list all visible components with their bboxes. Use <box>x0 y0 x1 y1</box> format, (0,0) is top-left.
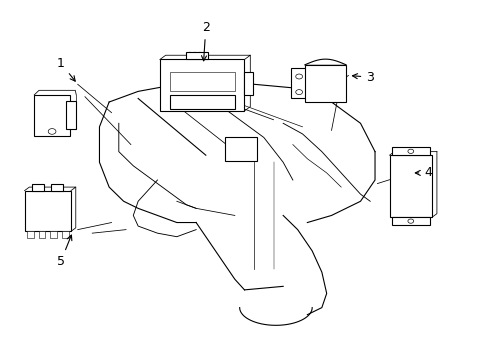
Text: 4: 4 <box>414 166 431 179</box>
Bar <box>34 95 70 136</box>
Bar <box>27 231 34 238</box>
Bar <box>50 231 57 238</box>
Text: 1: 1 <box>57 57 75 81</box>
Bar <box>61 231 68 238</box>
Bar <box>391 217 429 225</box>
Text: 5: 5 <box>57 235 72 268</box>
Bar <box>224 138 256 161</box>
Bar <box>169 72 234 91</box>
Bar <box>389 155 431 217</box>
Bar <box>51 184 63 191</box>
Bar <box>65 101 76 129</box>
Text: 2: 2 <box>201 21 209 61</box>
Bar <box>24 191 71 231</box>
Bar <box>391 147 429 155</box>
Text: 3: 3 <box>352 71 373 84</box>
Bar <box>169 95 234 109</box>
Bar <box>39 231 45 238</box>
Bar <box>305 65 346 102</box>
Bar <box>160 59 244 111</box>
Bar <box>244 72 253 95</box>
Bar <box>32 184 44 191</box>
Bar <box>291 68 306 99</box>
Bar <box>186 52 208 59</box>
